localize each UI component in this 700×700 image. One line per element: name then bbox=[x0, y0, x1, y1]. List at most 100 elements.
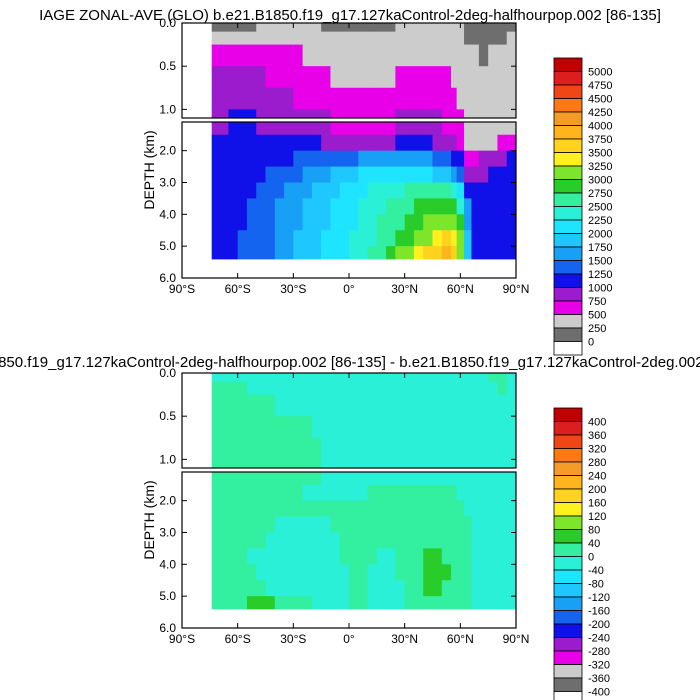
data-cell bbox=[256, 532, 266, 549]
legend-swatch bbox=[553, 125, 583, 140]
data-cell bbox=[358, 548, 369, 565]
data-cell bbox=[274, 416, 285, 439]
data-cell bbox=[497, 66, 508, 89]
legend-swatch bbox=[553, 434, 583, 449]
data-cell bbox=[432, 484, 443, 502]
y-tick-label: 0.0 bbox=[159, 366, 176, 380]
data-cell bbox=[256, 381, 266, 396]
data-cell bbox=[302, 44, 313, 67]
data-cell bbox=[246, 166, 257, 183]
data-cell bbox=[211, 580, 220, 597]
data-cell bbox=[339, 230, 350, 247]
data-cell bbox=[349, 564, 359, 581]
data-cell bbox=[451, 548, 458, 565]
data-cell bbox=[367, 31, 378, 46]
data-cell bbox=[471, 416, 480, 439]
data-cell bbox=[237, 437, 248, 460]
legend-swatch bbox=[553, 421, 583, 436]
legend-swatch bbox=[553, 488, 583, 503]
data-cell bbox=[376, 394, 387, 417]
data-cell bbox=[456, 548, 465, 565]
data-cell bbox=[464, 394, 472, 417]
data-cell bbox=[413, 23, 424, 33]
data-cell bbox=[219, 214, 229, 231]
data-cell bbox=[302, 230, 313, 247]
data-cell bbox=[441, 472, 452, 486]
data-cell bbox=[404, 31, 415, 46]
data-cell bbox=[413, 182, 424, 199]
y-tick-label: 1.0 bbox=[159, 452, 176, 466]
data-cell bbox=[386, 182, 396, 199]
data-cell bbox=[219, 182, 229, 199]
data-cell bbox=[302, 246, 313, 260]
data-cell bbox=[256, 596, 266, 610]
data-cell bbox=[302, 394, 313, 417]
data-cell bbox=[451, 214, 458, 231]
data-cell bbox=[293, 122, 304, 136]
data-cell bbox=[274, 166, 285, 183]
data-cell bbox=[506, 459, 517, 469]
data-cell bbox=[451, 564, 458, 581]
data-cell bbox=[321, 484, 331, 502]
data-cell bbox=[302, 484, 313, 502]
data-cell bbox=[339, 394, 350, 417]
data-cell bbox=[211, 44, 220, 67]
data-cell bbox=[339, 564, 350, 581]
data-cell bbox=[219, 66, 229, 89]
data-cell bbox=[413, 150, 424, 168]
data-cell bbox=[237, 230, 248, 247]
data-cell bbox=[237, 198, 248, 215]
legend-label: 0 bbox=[588, 337, 594, 349]
data-cell bbox=[367, 437, 378, 460]
data-cell bbox=[246, 532, 257, 549]
data-cell bbox=[237, 459, 248, 469]
data-cell bbox=[471, 134, 480, 152]
data-cell bbox=[456, 230, 465, 247]
data-cell bbox=[246, 246, 257, 260]
data-cell bbox=[256, 109, 266, 119]
data-cell bbox=[488, 182, 498, 199]
data-cell bbox=[456, 416, 465, 439]
data-cell bbox=[386, 31, 396, 46]
x-tick-label: 60°N bbox=[447, 632, 474, 646]
data-cell bbox=[237, 564, 248, 581]
data-cell bbox=[367, 416, 378, 439]
data-cell bbox=[488, 373, 498, 383]
data-cell bbox=[274, 198, 285, 215]
data-cell bbox=[367, 150, 378, 168]
data-cell bbox=[237, 44, 248, 67]
data-cell bbox=[358, 596, 369, 610]
data-cell bbox=[471, 109, 480, 119]
legend-label: 200 bbox=[588, 484, 606, 496]
data-cell bbox=[478, 416, 489, 439]
data-cell bbox=[386, 394, 396, 417]
data-cell bbox=[293, 416, 304, 439]
data-cell bbox=[237, 166, 248, 183]
legend-label: 2750 bbox=[588, 188, 612, 200]
data-cell bbox=[478, 516, 489, 533]
data-cell bbox=[478, 150, 489, 168]
data-cell bbox=[330, 166, 341, 183]
data-cell bbox=[284, 564, 294, 581]
data-cell bbox=[367, 230, 378, 247]
legend-label: -360 bbox=[588, 673, 610, 685]
data-cell bbox=[256, 416, 266, 439]
data-cell bbox=[302, 166, 313, 183]
data-cell bbox=[386, 500, 396, 518]
data-cell bbox=[302, 416, 313, 439]
data-cell bbox=[302, 31, 313, 46]
data-cell bbox=[386, 134, 396, 152]
data-cell bbox=[284, 532, 294, 549]
data-cell bbox=[246, 394, 257, 417]
data-cell bbox=[432, 394, 443, 417]
data-cell bbox=[456, 166, 465, 183]
data-cell bbox=[302, 516, 313, 533]
data-cell bbox=[228, 150, 239, 168]
data-cell bbox=[274, 122, 285, 136]
data-cell bbox=[478, 182, 489, 199]
data-cell bbox=[339, 122, 350, 136]
data-cell bbox=[284, 437, 294, 460]
data-cell bbox=[451, 166, 458, 183]
data-cell bbox=[432, 122, 443, 136]
data-cell bbox=[339, 214, 350, 231]
